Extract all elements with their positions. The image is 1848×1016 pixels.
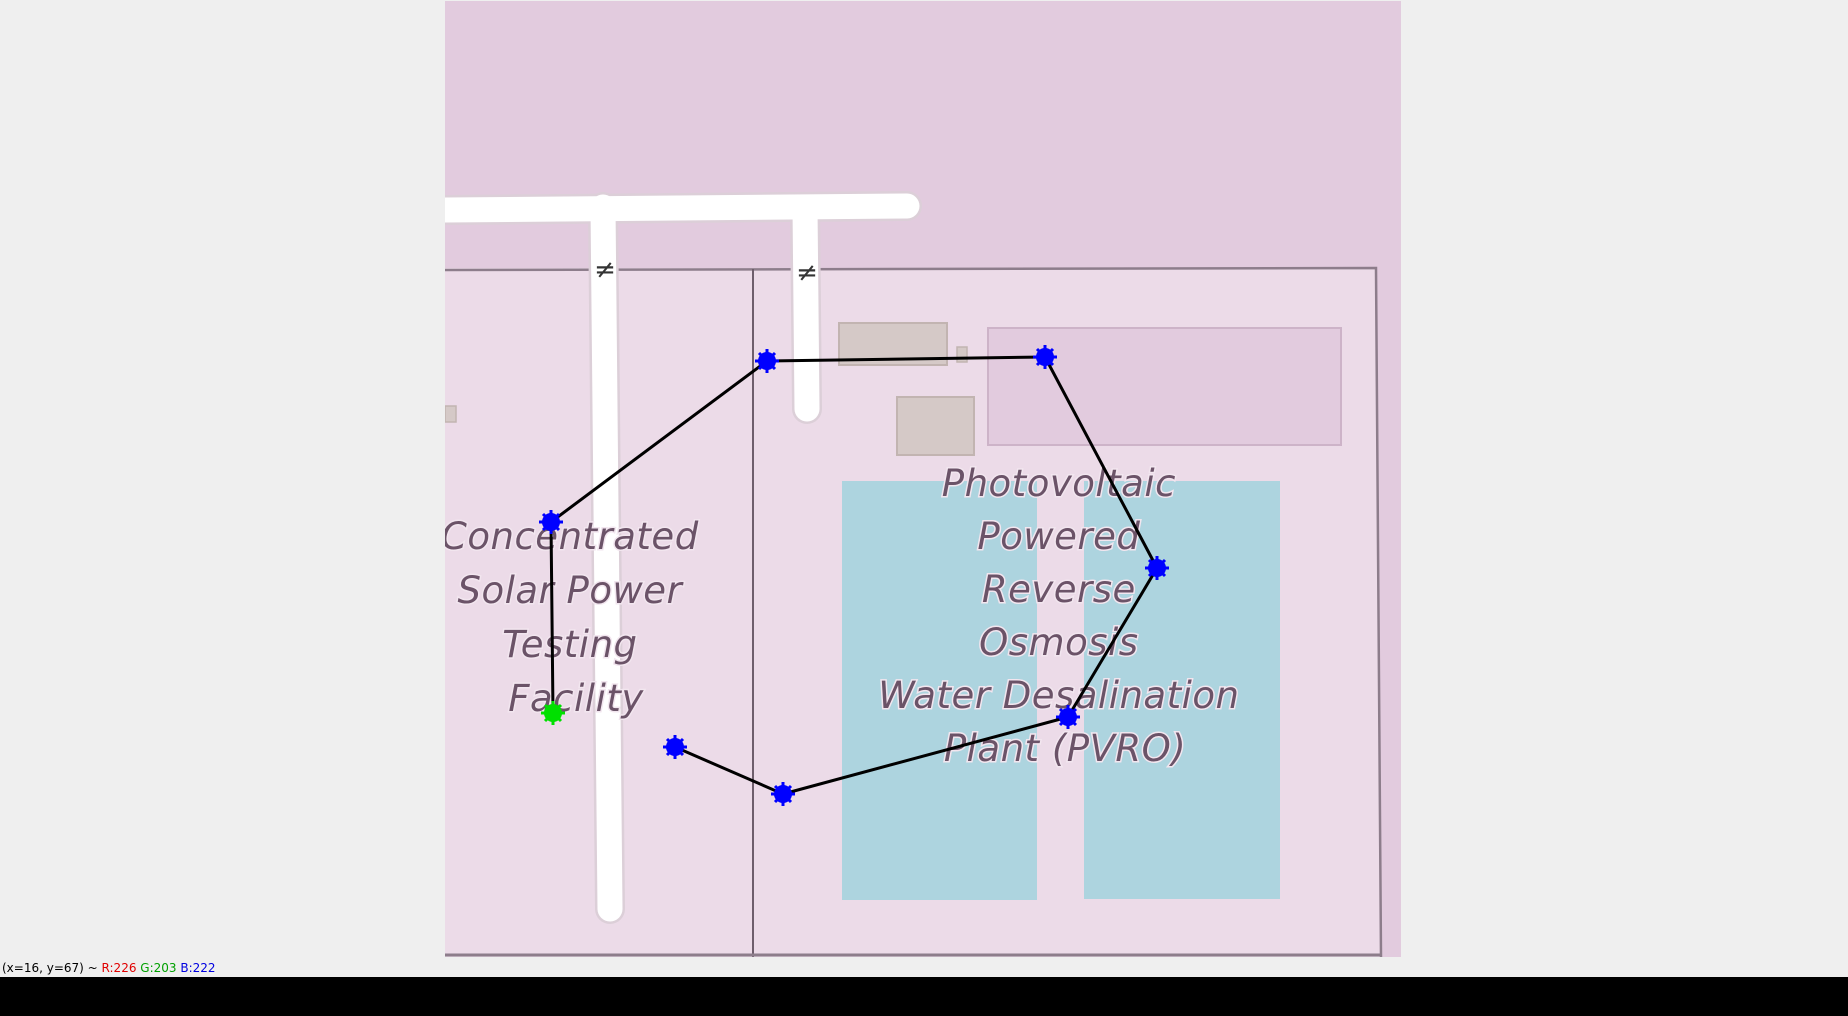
site-boundary-outer — [445, 266, 1383, 957]
building-tiny — [956, 346, 968, 363]
vertex-handle[interactable] — [755, 349, 779, 373]
pvro-label-line-6: Plant (PVRO) — [944, 727, 1186, 770]
green-value: G:203 — [140, 961, 177, 975]
annotation-polyline — [549, 355, 1159, 796]
annotation-vertices[interactable] — [539, 345, 1169, 806]
pvro-label-line-5: Water Desalination — [878, 674, 1239, 717]
vertex-handle[interactable] — [539, 510, 563, 534]
pvro-label-line-4: Osmosis — [979, 621, 1138, 664]
image-viewer: ≠ ≠ Concentrated Solar Power Testing Fac… — [0, 1, 1848, 977]
pvro-label-line-3: Reverse — [982, 568, 1136, 611]
vertex-handle[interactable] — [1033, 345, 1057, 369]
vertex-handle[interactable] — [1145, 556, 1169, 580]
red-value: R:226 — [101, 961, 137, 975]
bottom-black-band — [0, 977, 1848, 1016]
building-edge — [445, 405, 457, 423]
oneway-marker-left: ≠ — [594, 255, 616, 285]
vertex-handle[interactable] — [771, 782, 795, 806]
pixel-status-bar: (x=16, y=67) ~ R:226 G:203 B:222 — [0, 959, 1848, 977]
building-small-2 — [896, 396, 975, 456]
oneway-marker-right: ≠ — [796, 258, 818, 288]
map-svg[interactable]: ≠ ≠ Concentrated Solar Power Testing Fac… — [445, 1, 1401, 957]
csp-label-line-2: Solar Power — [457, 569, 684, 612]
blue-value: B:222 — [180, 961, 216, 975]
csp-label-line-4: Facility — [508, 677, 644, 720]
building-large — [987, 327, 1342, 446]
pvro-label-line-2: Powered — [977, 515, 1140, 558]
road-network — [445, 191, 922, 924]
water-basin-right — [1084, 481, 1280, 899]
vertex-handle[interactable] — [663, 735, 687, 759]
water-basin-left — [842, 481, 1037, 900]
vertex-handle[interactable] — [1056, 705, 1080, 729]
pvro-label-line-1: Photovoltaic — [942, 462, 1176, 505]
csp-label-line-3: Testing — [502, 623, 637, 666]
csp-facility-label: Concentrated Solar Power Testing Facilit… — [445, 515, 711, 720]
cursor-coordinates: (x=16, y=67) ~ — [2, 961, 98, 975]
map-canvas[interactable]: ≠ ≠ Concentrated Solar Power Testing Fac… — [445, 1, 1401, 957]
csp-label-line-1: Concentrated — [445, 515, 699, 558]
start-vertex-handle[interactable] — [541, 701, 565, 725]
